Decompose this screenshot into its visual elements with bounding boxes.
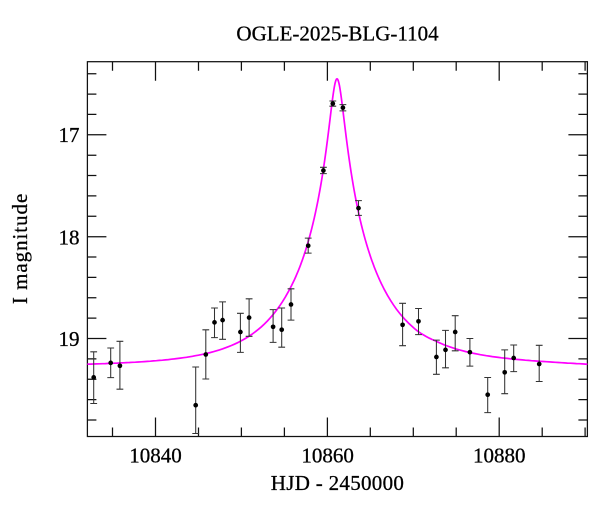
- svg-text:19: 19: [59, 327, 80, 351]
- svg-text:10880: 10880: [473, 444, 526, 468]
- svg-text:HJD - 2450000: HJD - 2450000: [271, 471, 404, 495]
- svg-text:OGLE-2025-BLG-1104: OGLE-2025-BLG-1104: [236, 22, 439, 46]
- svg-text:10840: 10840: [129, 444, 182, 468]
- svg-text:I magnitude: I magnitude: [8, 193, 32, 304]
- svg-text:18: 18: [59, 226, 80, 250]
- svg-text:17: 17: [59, 123, 80, 147]
- svg-text:10860: 10860: [301, 444, 354, 468]
